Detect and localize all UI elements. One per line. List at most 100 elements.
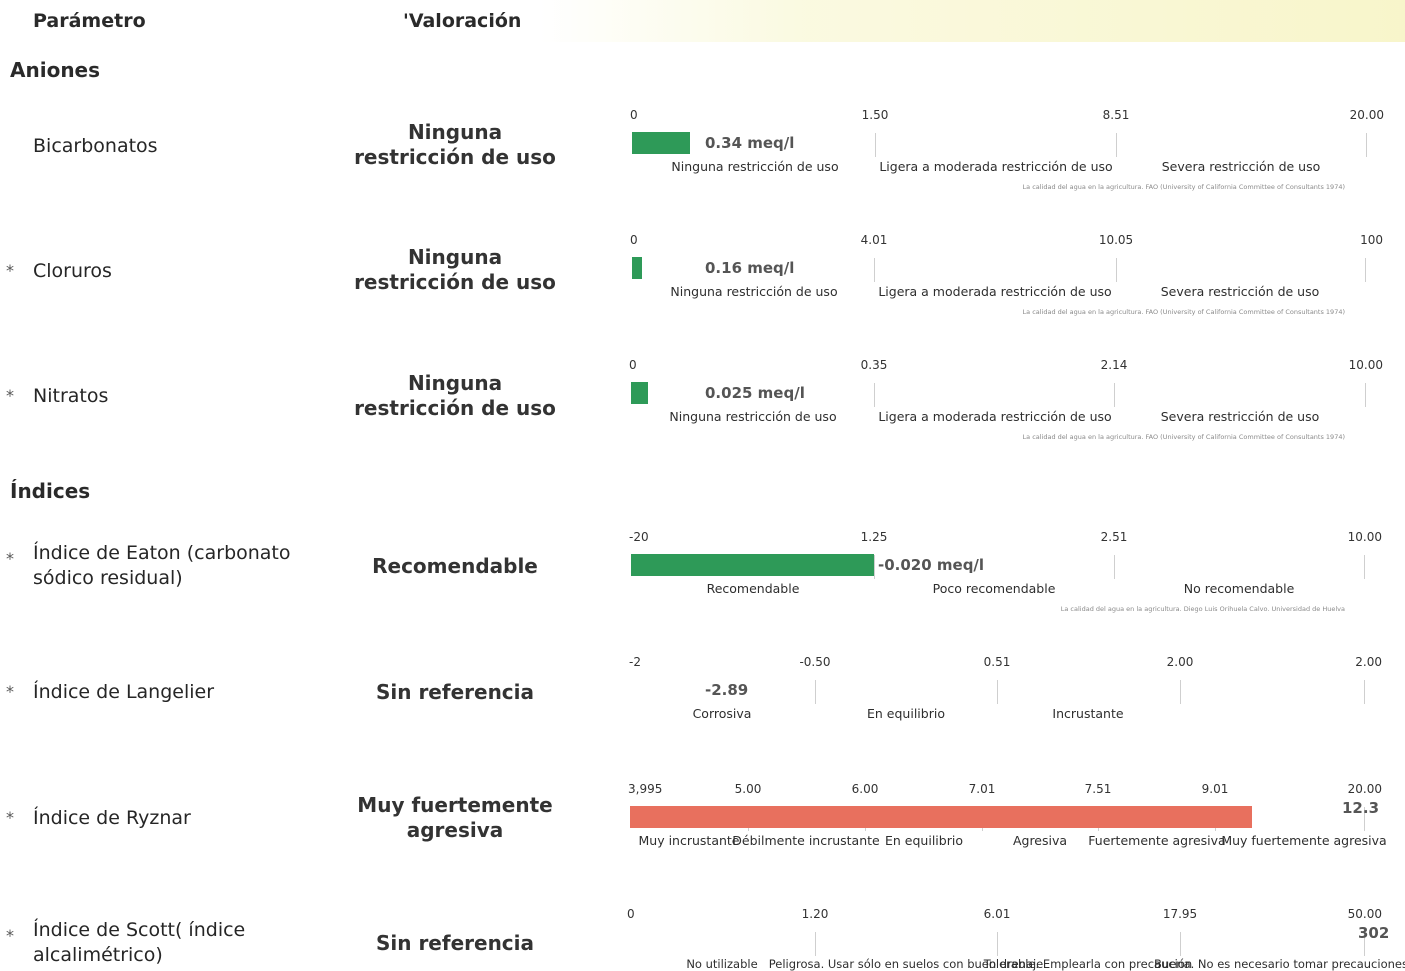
section-title-indices: Índices xyxy=(10,479,91,503)
tick-label: 10.00 xyxy=(1347,530,1382,544)
tick-label: 6.01 xyxy=(983,907,1011,921)
tick-label: -20 xyxy=(629,530,649,544)
rating-value: Muy fuertemente agresiva xyxy=(357,793,553,842)
measured-value: 0.16 meq/l xyxy=(705,259,795,277)
tick-label: 7.01 xyxy=(968,782,996,796)
tick-label: 20.00 xyxy=(1347,782,1382,796)
category-label: Ninguna restricción de uso xyxy=(670,284,838,299)
tick-mark xyxy=(997,932,998,956)
tick-mark xyxy=(815,932,816,956)
category-label: Ligera a moderada restricción de uso xyxy=(878,284,1112,299)
category-label: En equilibrio xyxy=(885,833,963,848)
category-label: No recomendable xyxy=(1183,581,1295,596)
required-marker: * xyxy=(6,549,14,568)
parameter-name: Índice de Langelier xyxy=(33,681,215,703)
category-label: Fuertemente agresiva xyxy=(1088,833,1226,848)
category-label: Ligera a moderada restricción de uso xyxy=(878,409,1112,424)
category-label: Agresiva xyxy=(1012,833,1068,848)
category-label: Severa restricción de uso xyxy=(1160,284,1320,299)
value-bar xyxy=(632,132,691,154)
tick-mark xyxy=(1180,932,1181,956)
tick-label: 8.51 xyxy=(1102,108,1130,122)
category-label: Ninguna restricción de uso xyxy=(671,159,839,174)
measured-value: 12.3 xyxy=(1342,799,1380,817)
tick-mark xyxy=(1364,555,1365,579)
tick-label: 0.51 xyxy=(983,655,1011,669)
measured-value: 0.34 meq/l xyxy=(705,134,795,152)
tick-label: 6.00 xyxy=(851,782,879,796)
category-label: Peligrosa. Usar sólo en suelos con buen … xyxy=(768,957,1044,971)
measured-value: 302 xyxy=(1358,924,1390,942)
tick-label: 1.25 xyxy=(860,530,888,544)
parameter-name: Cloruros xyxy=(33,260,112,282)
category-label: Tolerable. Emplearla con precaución xyxy=(983,957,1193,971)
rating-value: Ninguna restricción de uso xyxy=(354,245,556,294)
tick-label: 0 xyxy=(629,358,637,372)
tick-label: 100 xyxy=(1360,233,1383,247)
rating-value: Recomendable xyxy=(372,554,538,578)
tick-label: 2.00 xyxy=(1355,655,1382,669)
column-header-parameter: Parámetro xyxy=(33,10,146,32)
tick-mark xyxy=(997,680,998,704)
tick-mark xyxy=(1116,133,1117,157)
tick-label: 0 xyxy=(630,233,638,247)
tick-label: 0 xyxy=(630,108,638,122)
tick-mark xyxy=(874,555,875,579)
category-label: En equilibrio xyxy=(867,706,945,721)
tick-label: 0 xyxy=(627,907,635,921)
rating-value: Ninguna restricción de uso xyxy=(354,371,556,420)
value-bar xyxy=(630,806,1252,828)
tick-mark xyxy=(1114,555,1115,579)
value-bar xyxy=(631,554,874,576)
tick-label: 2.00 xyxy=(1166,655,1194,669)
category-label: Ligera a moderada restricción de uso xyxy=(879,159,1113,174)
tick-label: 3,995 xyxy=(628,782,663,796)
tick-label: 2.51 xyxy=(1100,530,1128,544)
tick-label: 9.01 xyxy=(1201,782,1229,796)
category-label: Débilmente incrustante xyxy=(732,833,880,848)
required-marker: * xyxy=(6,386,14,405)
tick-mark xyxy=(1365,258,1366,282)
required-marker: * xyxy=(6,682,14,701)
tick-mark xyxy=(874,383,875,407)
value-bar xyxy=(632,257,642,279)
reference-note: La calidad del agua en la agricultura. D… xyxy=(1060,605,1345,613)
measured-value: 0.025 meq/l xyxy=(705,384,805,402)
reference-note: La calidad del agua en la agricultura. F… xyxy=(1022,433,1345,441)
tick-label: 10.05 xyxy=(1098,233,1134,247)
reference-note: La calidad del agua en la agricultura. F… xyxy=(1022,308,1345,316)
tick-label: 5.00 xyxy=(734,782,762,796)
rating-value: Ninguna restricción de uso xyxy=(354,120,556,169)
parameter-name: Índice de Eaton (carbonato sódico residu… xyxy=(33,542,291,589)
category-label: Incrustante xyxy=(1052,706,1124,721)
tick-label: 17.95 xyxy=(1162,907,1198,921)
tick-mark xyxy=(874,258,875,282)
tick-mark xyxy=(815,680,816,704)
category-label: Ninguna restricción de uso xyxy=(669,409,837,424)
rating-value: Sin referencia xyxy=(375,931,535,955)
tick-label: -2 xyxy=(629,655,641,669)
column-header-rating: 'Valoración xyxy=(403,10,522,32)
reference-note: La calidad del agua en la agricultura. F… xyxy=(1022,183,1345,191)
tick-mark xyxy=(875,133,876,157)
category-label: No utilizable xyxy=(686,957,758,971)
tick-mark xyxy=(1114,383,1115,407)
tick-label: -0.50 xyxy=(799,655,831,669)
tick-label: 50.00 xyxy=(1347,907,1382,921)
measured-value: -2.89 xyxy=(705,681,749,699)
tick-label: 0.35 xyxy=(860,358,888,372)
category-label: Buena. No es necesario tomar precaucione… xyxy=(1154,957,1405,971)
tick-mark xyxy=(1364,807,1365,831)
parameter-name: Índice de Scott( índice alcalimétrico) xyxy=(33,919,246,966)
header-highlight xyxy=(540,0,1405,42)
tick-label: 4.01 xyxy=(860,233,888,247)
category-label: Muy incrustante xyxy=(638,833,740,848)
value-bar xyxy=(631,382,648,404)
category-label: Severa restricción de uso xyxy=(1160,409,1320,424)
parameter-name: Bicarbonatos xyxy=(33,135,158,157)
parameter-name: Nitratos xyxy=(33,385,109,407)
tick-mark xyxy=(1180,680,1181,704)
tick-label: 1.50 xyxy=(861,108,889,122)
tick-mark xyxy=(1116,258,1117,282)
section-title-anions: Aniones xyxy=(10,58,101,82)
